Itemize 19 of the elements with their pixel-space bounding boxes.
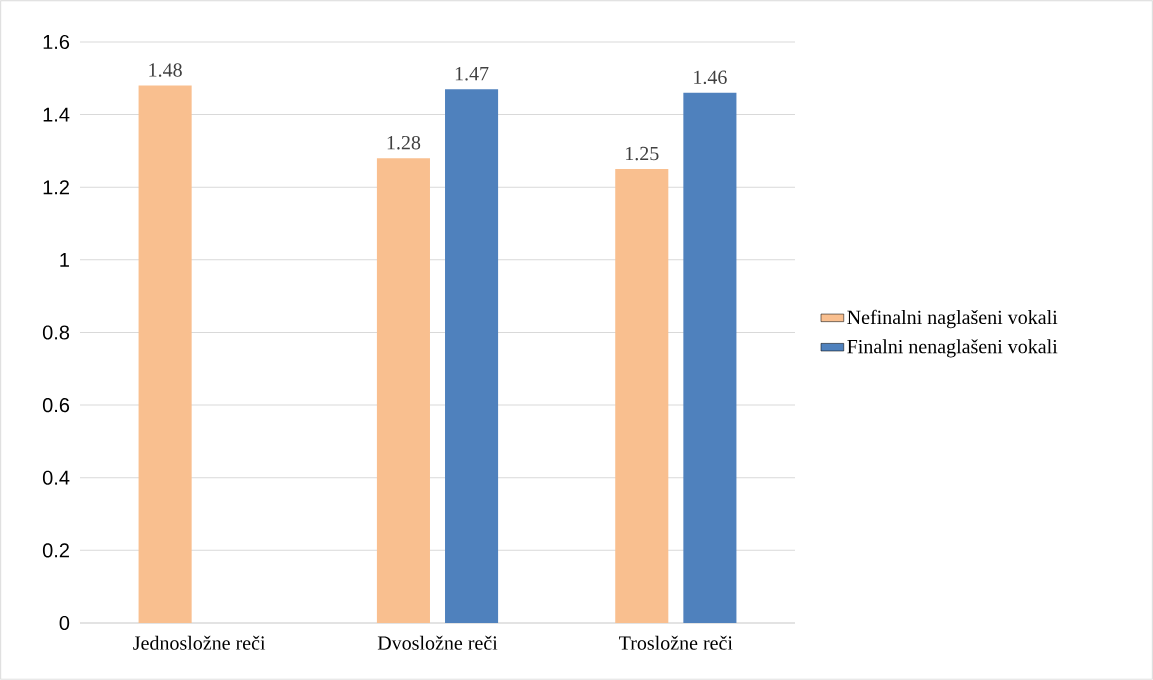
y-tick-label: 0.4 — [42, 470, 70, 485]
legend-label: Finalni nenaglašeni vokali — [847, 339, 1058, 358]
y-tick-label: 0.6 — [42, 398, 70, 413]
y-tick-label: 0.2 — [42, 543, 69, 558]
data-label: 1.25 — [626, 146, 659, 161]
x-tick-label: Jednosložne reči — [133, 635, 266, 650]
data-label: 1.48 — [149, 63, 182, 77]
data-label: 1.47 — [455, 67, 489, 81]
data-label: 1.28 — [387, 135, 421, 150]
x-tick-label: Dvosložne reči — [377, 635, 498, 650]
data-label: 1.46 — [694, 70, 727, 85]
y-tick-label: 0 — [59, 615, 70, 631]
y-tick-label: 1 — [60, 252, 69, 267]
legend-label: Nefinalni naglašeni vokali — [847, 309, 1058, 329]
y-tick-label: 1.4 — [43, 107, 70, 122]
y-tick-label: 1.2 — [43, 180, 69, 195]
x-tick-label: Trosložne reči — [619, 635, 733, 650]
y-tick-label: 0.8 — [42, 325, 70, 340]
y-tick-label: 1.6 — [43, 34, 70, 50]
